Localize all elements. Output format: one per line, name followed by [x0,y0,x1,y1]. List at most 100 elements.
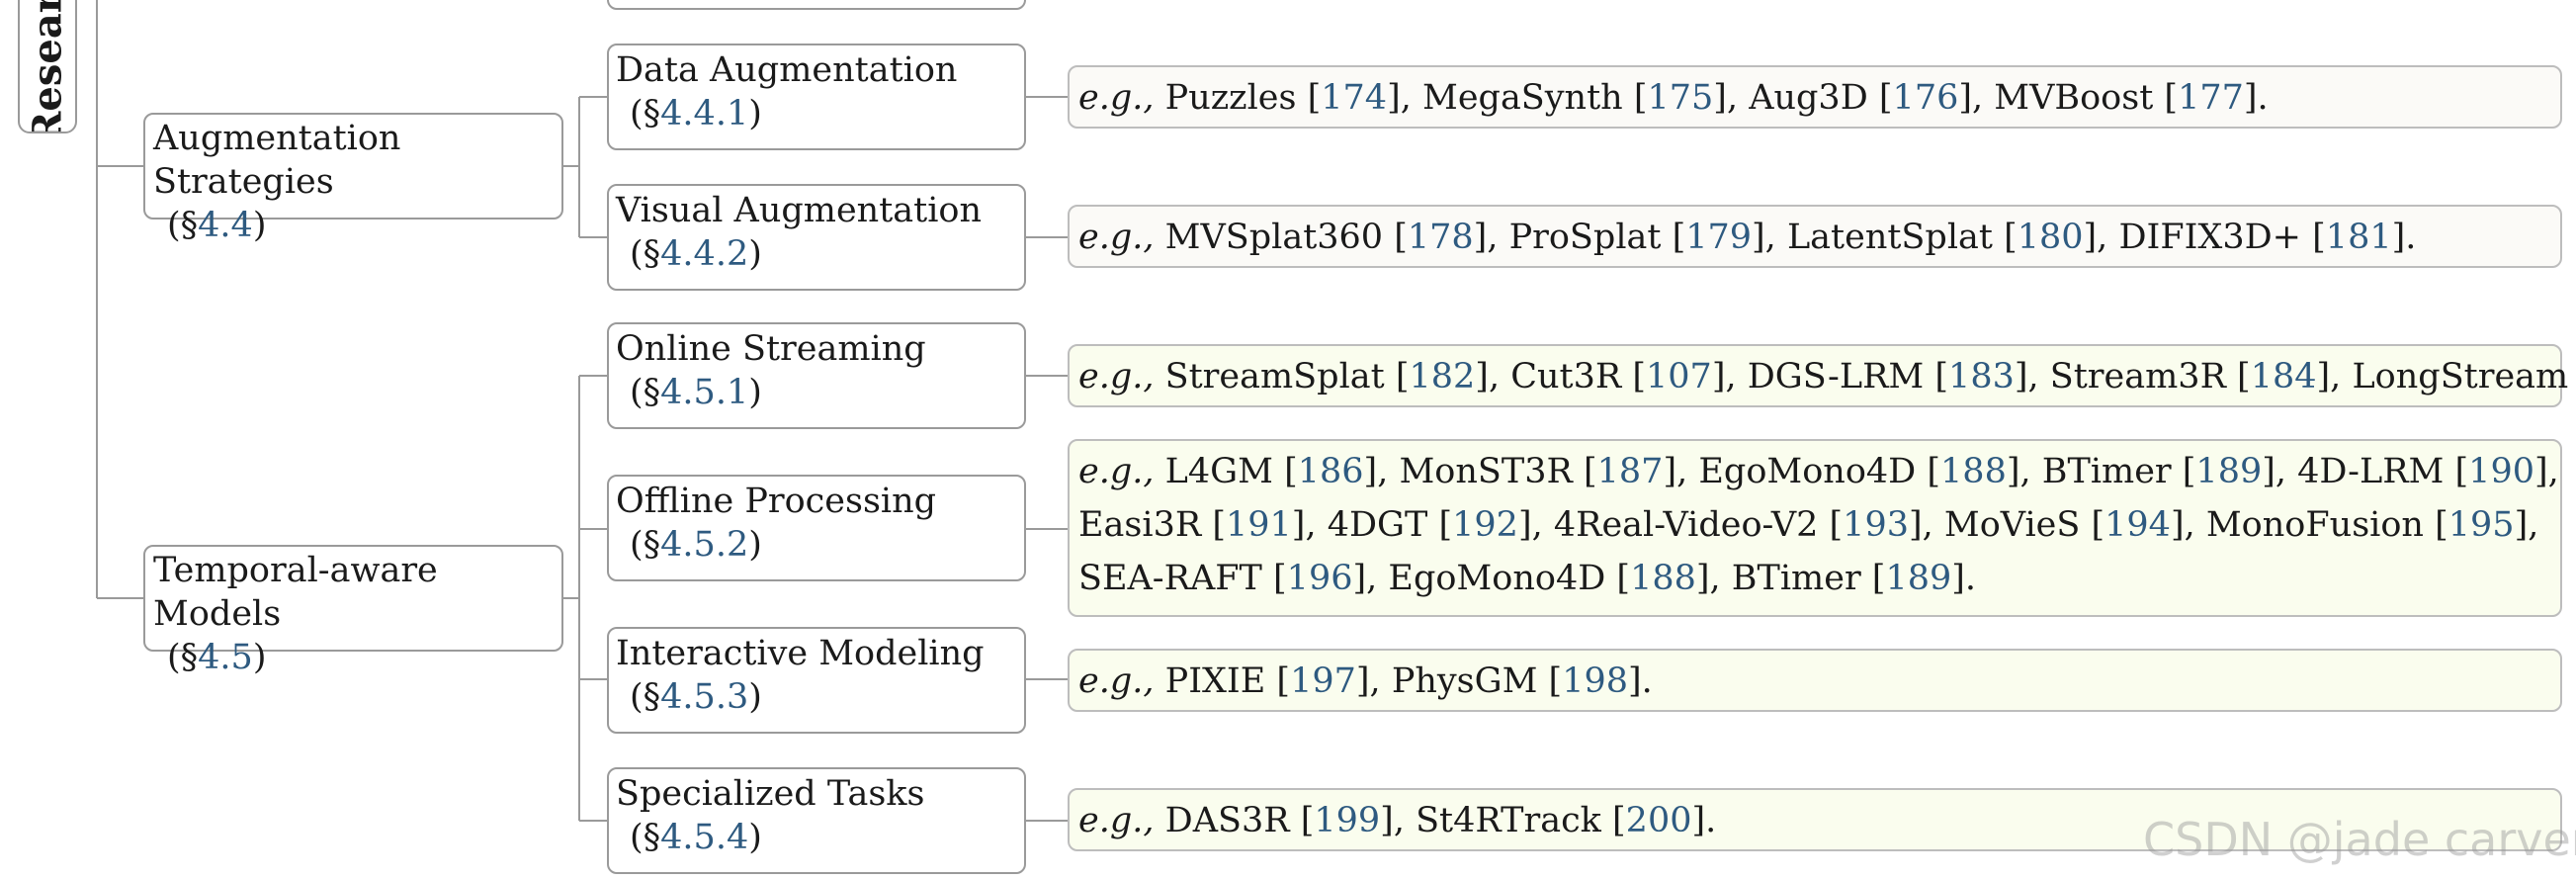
leaf-data-augmentation: e.g., Puzzles [174], MegaSynth [175], Au… [1068,65,2562,129]
leaf-online-streaming: e.g., StreamSplat [182], Cut3R [107], DG… [1068,344,2576,407]
work-citation: Puzzles [174], [1164,78,1422,118]
reference-number[interactable]: 180 [2017,218,2084,257]
reference-number[interactable]: 178 [1407,218,1474,257]
work-citation: PhysGM [198]. [1391,661,1653,701]
section-reference: (§4.5.4) [630,818,762,857]
reference-number[interactable]: 188 [1940,452,2007,491]
work-citation: MegaSynth [175], [1421,78,1750,118]
reference-number[interactable]: 190 [2468,452,2534,491]
section-reference: (§4.4.1) [630,94,762,133]
work-citation: DIFIX3D+ [181]. [2118,218,2417,257]
leaf-visual-augmentation: e.g., MVSplat360 [178], ProSplat [179], … [1068,205,2562,268]
work-citation: BTimer [189]. [1731,559,1977,598]
reference-number[interactable]: 107 [1646,357,1712,396]
work-citation: L4GM [186], [1164,452,1400,491]
section-reference: (§4.4) [167,206,267,245]
work-citation: EgoMono4D [188], [1698,452,2042,491]
reference-number[interactable]: 187 [1596,452,1664,491]
reference-number[interactable]: 174 [1321,78,1388,118]
work-citation: DAS3R [199], [1164,801,1417,840]
section-reference: (§4.5.1) [630,373,762,412]
reference-number[interactable]: 191 [1225,505,1292,545]
leaf-line: e.g., L4GM [186], MonST3R [187], EgoMono… [1078,445,2559,498]
reference-number[interactable]: 188 [1630,559,1696,598]
eg-prefix: e.g., [1078,801,1155,840]
subcategory-name: Data Augmentation [616,50,958,90]
work-citation: MonST3R [187], [1399,452,1699,491]
leaf-line: e.g., StreamSplat [182], Cut3R [107], DG… [1078,350,2576,403]
section-reference: (§4.4.2) [630,234,762,274]
work-citation: SEA-RAFT [196], [1078,559,1389,598]
work-citation: 4Real-Video-V2 [193], [1553,505,1944,545]
subcategory-online-streaming: Online Streaming (§4.5.1) [607,322,1026,429]
subcategory-interactive-modeling: Interactive Modeling (§4.5.3) [607,627,1026,734]
subcategory-data-augmentation: Data Augmentation (§4.4.1) [607,44,1026,150]
subcategory-offline-processing: Offline Processing (§4.5.2) [607,475,1026,581]
work-citation: DGS-LRM [183], [1747,357,2050,396]
work-citation: 4D-LRM [190], [2297,452,2559,491]
reference-number[interactable]: 186 [1297,452,1364,491]
leaf-specialized-tasks: e.g., DAS3R [199], St4RTrack [200]. [1068,788,2562,851]
reference-number[interactable]: 177 [2178,78,2244,118]
category-name: Temporal-aware Models [153,551,438,634]
reference-number[interactable]: 192 [1452,505,1518,545]
work-citation: Stream3R [184], [2049,357,2353,396]
subcategory-name: Online Streaming [616,329,926,369]
leaf-line: e.g., Puzzles [174], MegaSynth [175], Au… [1078,71,2551,125]
leaf-offline-processing: e.g., L4GM [186], MonST3R [187], EgoMono… [1068,439,2562,617]
reference-number[interactable]: 198 [1562,661,1629,701]
reference-number[interactable]: 179 [1685,218,1753,257]
work-citation: MVBoost [177]. [1994,78,2269,118]
leaf-line: e.g., MVSplat360 [178], ProSplat [179], … [1078,211,2551,264]
section-reference: (§4.5) [167,638,267,677]
eg-prefix: e.g., [1078,357,1155,396]
subcategory-name: Interactive Modeling [616,634,985,673]
work-citation: MoVieS [194], [1943,505,2206,545]
leaf-line: SEA-RAFT [196], EgoMono4D [188], BTimer … [1078,552,2551,605]
work-citation: EgoMono4D [188], [1388,559,1732,598]
previous-subcategory-box [607,0,1026,10]
work-citation: ProSplat [179], [1508,218,1787,257]
category-name: Augmentation Strategies [153,119,401,202]
work-citation: Cut3R [107], [1510,357,1748,396]
leaf-line: e.g., DAS3R [199], St4RTrack [200]. [1078,794,2551,847]
work-citation: MVSplat360 [178], [1164,218,1509,257]
category-augmentation-strategies: Augmentation Strategies (§4.4) [143,113,563,245]
subcategory-name: Offline Processing [616,482,937,521]
work-citation: PIXIE [197], [1164,661,1392,701]
reference-number[interactable]: 183 [1948,357,2015,396]
root-label: Resear [24,0,71,133]
reference-number[interactable]: 189 [1885,559,1952,598]
leaf-line: e.g., PIXIE [197], PhysGM [198]. [1078,655,2551,708]
section-reference: (§4.5.2) [630,525,762,565]
subcategory-name: Visual Augmentation [616,191,983,230]
reference-number[interactable]: 182 [1409,357,1476,396]
reference-number[interactable]: 184 [2250,357,2317,396]
reference-number[interactable]: 193 [1843,505,1909,545]
eg-prefix: e.g., [1078,218,1155,257]
eg-prefix: e.g., [1078,661,1155,701]
reference-number[interactable]: 175 [1647,78,1714,118]
leaf-interactive-modeling: e.g., PIXIE [197], PhysGM [198]. [1068,649,2562,712]
reference-number[interactable]: 200 [1625,801,1692,840]
eg-prefix: e.g., [1078,78,1155,118]
reference-number[interactable]: 199 [1314,801,1381,840]
reference-number[interactable]: 197 [1290,661,1356,701]
subcategory-visual-augmentation: Visual Augmentation (§4.4.2) [607,184,1026,291]
reference-number[interactable]: 195 [2447,505,2515,545]
work-citation: 4DGT [192], [1327,505,1554,545]
watermark: CSDN @jade carver [2143,813,2576,866]
reference-number[interactable]: 189 [2195,452,2263,491]
work-citation: Aug3D [176], [1749,78,1995,118]
reference-number[interactable]: 194 [2104,505,2171,545]
reference-number[interactable]: 181 [2325,218,2392,257]
work-citation: LatentSplat [180], [1786,218,2119,257]
subcategory-name: Specialized Tasks [616,774,925,814]
reference-number[interactable]: 196 [1286,559,1353,598]
category-temporal-aware-models: Temporal-aware Models (§4.5) [143,545,563,677]
work-citation: StreamSplat [182], [1164,357,1511,396]
reference-number[interactable]: 176 [1892,78,1959,118]
work-citation: BTimer [189], [2041,452,2298,491]
section-reference: (§4.5.3) [630,677,762,717]
work-citation: LongStream [185]. [2352,357,2576,396]
